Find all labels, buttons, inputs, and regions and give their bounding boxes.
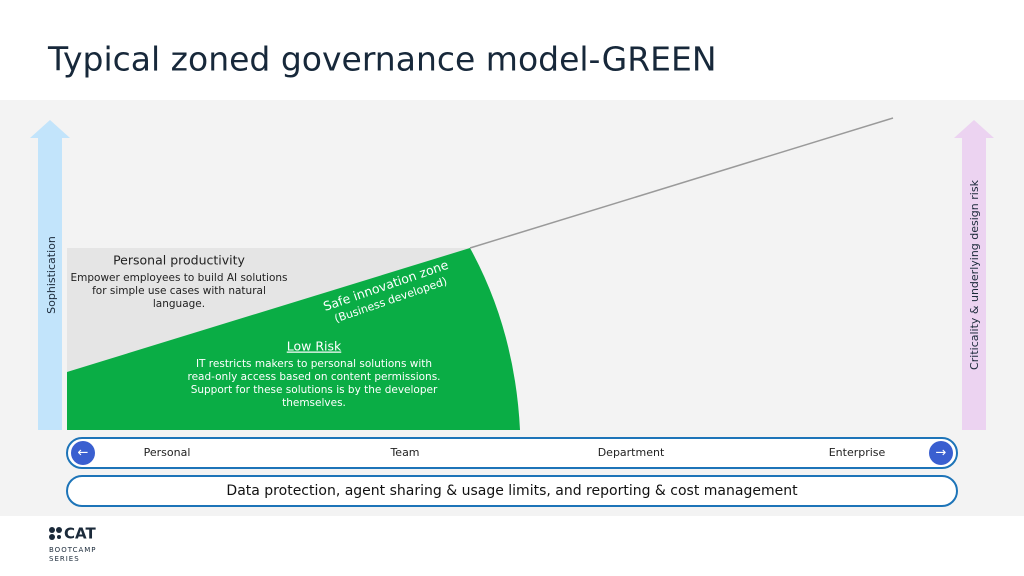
zone-description: Empower employees to build AI solutions: [71, 272, 288, 284]
zone-title: Personal productivity: [113, 253, 245, 268]
zone-description: Support for these solutions is by the de…: [191, 384, 438, 396]
logo-icon: [49, 527, 62, 540]
left-arrow: [30, 120, 70, 430]
arrow-icon: ←: [78, 446, 89, 461]
scale-label: Team: [389, 446, 419, 459]
footer-bar-text: Data protection, agent sharing & usage l…: [226, 483, 798, 499]
logo-name: CAT: [64, 525, 96, 543]
zone-description: themselves.: [282, 397, 346, 409]
scale-label: Enterprise: [829, 446, 886, 459]
footer-bar: [66, 475, 958, 507]
zone-description: language.: [153, 298, 205, 310]
arrow-icon: →: [936, 446, 947, 461]
scale-label: Department: [598, 446, 665, 459]
trend-line: [469, 117, 894, 249]
scale-button-left[interactable]: [71, 441, 95, 465]
right-arrow: [954, 120, 994, 430]
zone-description: for simple use cases with natural: [92, 285, 266, 297]
scale-bar: [66, 437, 958, 469]
zone-title: Low Risk: [287, 339, 342, 354]
safe-zone: [67, 248, 520, 430]
title: Typical zoned governance model-GREEN: [47, 40, 717, 79]
zone-description: IT restricts makers to personal solution…: [196, 358, 432, 370]
scale-button-right[interactable]: [929, 441, 953, 465]
right-axis-label: Criticality & underlying design risk: [968, 179, 981, 370]
logo-text: SERIES: [49, 555, 80, 563]
logo-text: BOOTCAMP: [49, 546, 97, 554]
left-axis-label: Sophistication: [45, 236, 58, 314]
zone-description: read-only access based on content permis…: [187, 371, 440, 383]
scale-label: Personal: [144, 446, 191, 459]
